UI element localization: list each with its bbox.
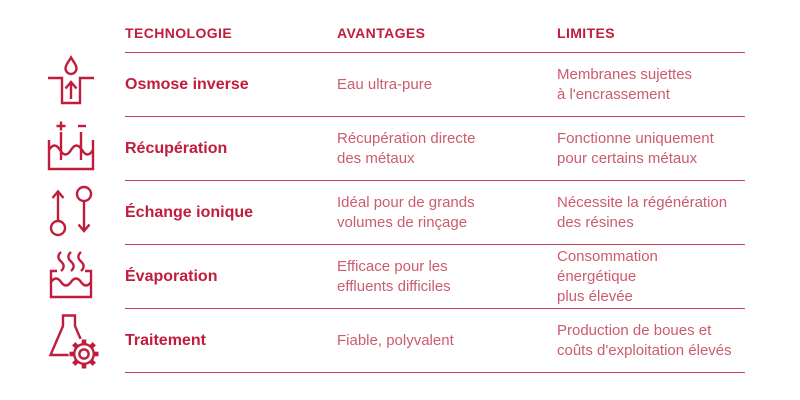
limit-text: Fonctionne uniquement pour certains méta… <box>557 117 745 181</box>
table-row: Échange ionique Idéal pour de grands vol… <box>0 181 745 245</box>
header-icon-spacer <box>0 0 125 53</box>
advantage-text: Récupération directe des métaux <box>337 117 557 181</box>
row-icon-cell <box>0 245 125 309</box>
reverse-osmosis-icon <box>41 55 101 115</box>
technology-name: Évaporation <box>125 245 337 309</box>
column-header-avantages: AVANTAGES <box>337 0 557 53</box>
table-header-row: TECHNOLOGIE AVANTAGES LIMITES <box>0 0 745 53</box>
table-row: Osmose inverse Eau ultra-pure Membranes … <box>0 53 745 117</box>
advantage-text: Idéal pour de grands volumes de rinçage <box>337 181 557 245</box>
technology-comparison-table: TECHNOLOGIE AVANTAGES LIMITES Osmose inv… <box>0 0 745 373</box>
column-header-limites: LIMITES <box>557 0 745 53</box>
limit-text: Nécessite la régénération des résines <box>557 181 745 245</box>
row-icon-cell <box>0 53 125 117</box>
table-body: Osmose inverse Eau ultra-pure Membranes … <box>0 53 745 373</box>
column-header-technologie: TECHNOLOGIE <box>125 0 337 53</box>
technology-name: Récupération <box>125 117 337 181</box>
treatment-flask-gear-icon <box>41 311 101 371</box>
ion-exchange-icon <box>41 183 101 243</box>
limit-text: Membranes sujettes à l'encrassement <box>557 53 745 117</box>
evaporation-icon <box>41 247 101 307</box>
table-row: Récupération Récupération directe des mé… <box>0 117 745 181</box>
limit-text: Consommation énergétique plus élevée <box>557 245 745 309</box>
advantage-text: Eau ultra-pure <box>337 53 557 117</box>
row-icon-cell <box>0 181 125 245</box>
row-icon-cell <box>0 309 125 373</box>
technology-name: Traitement <box>125 309 337 373</box>
table-row: Évaporation Efficace pour les effluents … <box>0 245 745 309</box>
advantage-text: Efficace pour les effluents difficiles <box>337 245 557 309</box>
row-icon-cell <box>0 117 125 181</box>
table-row: Traitement Fiable, polyvalent Production… <box>0 309 745 373</box>
advantage-text: Fiable, polyvalent <box>337 309 557 373</box>
metal-recovery-electrolysis-icon <box>41 119 101 179</box>
limit-text: Production de boues et coûts d'exploitat… <box>557 309 745 373</box>
technology-name: Échange ionique <box>125 181 337 245</box>
technology-name: Osmose inverse <box>125 53 337 117</box>
